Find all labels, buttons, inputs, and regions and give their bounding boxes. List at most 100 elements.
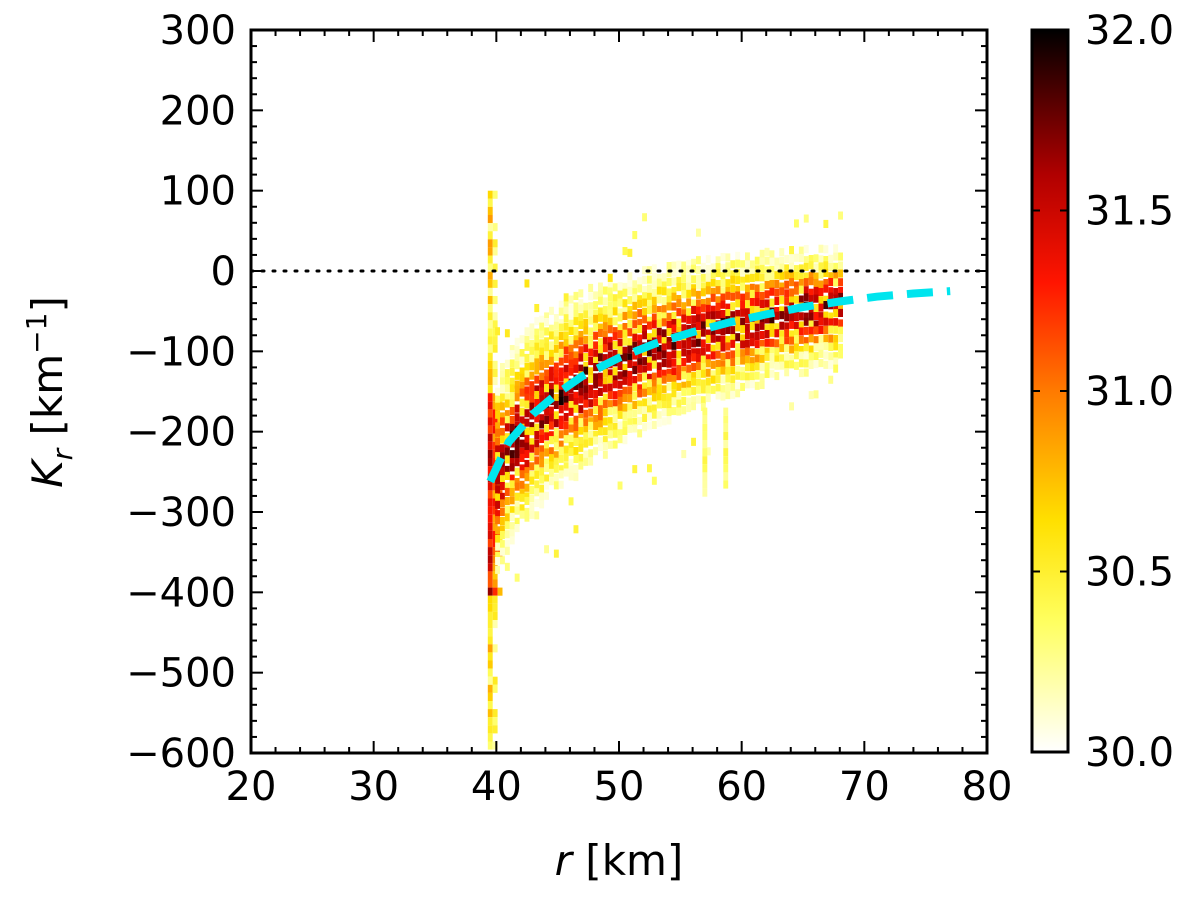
heatmap-cell <box>754 362 760 371</box>
heatmap-cell <box>710 344 716 353</box>
heatmap-cell <box>686 349 692 358</box>
heatmap-cell <box>622 412 628 421</box>
heatmap-cell <box>504 471 510 480</box>
heatmap-cell <box>803 317 809 326</box>
heatmap-cell <box>710 287 716 296</box>
heatmap-cell <box>696 338 701 347</box>
heatmap-cell <box>495 445 500 454</box>
heatmap-cell <box>833 334 839 343</box>
heatmap-cell <box>671 358 677 367</box>
heatmap-cell <box>642 372 647 381</box>
heatmap-cell <box>593 341 598 350</box>
heatmap-cell <box>487 660 493 669</box>
heatmap-cell <box>681 396 687 405</box>
heatmap-cell <box>779 336 785 345</box>
heatmap-cell <box>789 296 794 305</box>
heatmap-cell <box>681 309 687 318</box>
heatmap-cell <box>723 448 729 457</box>
heatmap-cell <box>583 335 589 344</box>
heatmap-cell <box>519 510 525 519</box>
heatmap-cell <box>764 273 770 282</box>
heatmap-cell <box>833 357 839 366</box>
heatmap-cell <box>487 287 493 296</box>
heatmap-cell <box>593 447 598 456</box>
heatmap-cell <box>509 423 515 432</box>
heatmap-cell <box>524 459 530 468</box>
heatmap-cell <box>794 286 799 295</box>
heatmap-cell <box>617 421 623 430</box>
heatmap-cell <box>779 256 785 265</box>
heatmap-cell <box>700 328 706 337</box>
heatmap-cell <box>544 491 549 500</box>
heatmap-cell <box>671 350 677 359</box>
heatmap-cell <box>637 295 643 304</box>
heatmap-cell <box>764 330 770 339</box>
heatmap-cell <box>789 360 794 369</box>
heatmap-cell <box>487 563 493 572</box>
heatmap-cell <box>725 303 731 312</box>
heatmap-cell <box>838 269 843 278</box>
heatmap-cell <box>735 343 741 352</box>
heatmap-cell <box>632 424 638 433</box>
heatmap-cell <box>578 337 584 346</box>
heatmap-cell <box>656 377 662 386</box>
heatmap-cell <box>813 278 819 287</box>
heatmap-cell <box>627 377 633 386</box>
heatmap-cell <box>651 288 657 297</box>
heatmap-cell <box>745 274 750 283</box>
heatmap-cell <box>784 289 790 298</box>
heatmap-cell <box>509 350 515 359</box>
heatmap-cell <box>774 271 780 280</box>
heatmap-cell <box>818 288 824 297</box>
heatmap-cell <box>681 290 687 299</box>
heatmap-cell <box>568 359 574 368</box>
heatmap-cell <box>524 492 530 501</box>
heatmap-cell <box>607 287 613 296</box>
x-tick-label: 70 <box>839 764 890 810</box>
heatmap-cell <box>583 409 589 418</box>
heatmap-cell <box>487 571 493 580</box>
heatmap-cell <box>509 416 515 425</box>
heatmap-cell <box>794 329 799 338</box>
heatmap-cell <box>666 401 672 410</box>
heatmap-cell <box>823 295 829 304</box>
heatmap-cell <box>749 338 755 347</box>
heatmap-cell <box>514 371 520 380</box>
heatmap-cell <box>598 345 603 354</box>
heatmap-cell <box>784 264 790 273</box>
heatmap-cell <box>647 421 652 430</box>
heatmap-cell <box>524 400 530 409</box>
heatmap-cell <box>568 295 574 304</box>
heatmap-cell <box>617 346 623 355</box>
heatmap-cell <box>651 345 657 354</box>
heatmap-cell <box>784 344 790 353</box>
heatmap-cell <box>764 362 770 371</box>
heatmap-cell <box>710 305 716 314</box>
heatmap-cell <box>617 324 623 333</box>
heatmap-cell <box>725 262 731 271</box>
heatmap-cell <box>803 256 809 265</box>
heatmap-cell <box>818 359 824 368</box>
heatmap-cell <box>774 323 780 332</box>
heatmap-cell <box>808 320 814 329</box>
heatmap-cell <box>779 330 785 339</box>
heatmap-cell <box>808 345 814 354</box>
heatmap-cell <box>823 284 829 293</box>
heatmap-cell <box>558 470 564 479</box>
heatmap-cell <box>563 468 569 477</box>
heatmap-cell <box>578 299 584 308</box>
heatmap-cell <box>828 352 834 361</box>
heatmap-cell <box>578 321 584 330</box>
heatmap-cell <box>833 278 839 287</box>
heatmap-cell <box>549 366 554 375</box>
heatmap-cell <box>524 450 530 459</box>
heatmap-cell <box>700 355 706 364</box>
heatmap-cell <box>798 295 804 304</box>
heatmap-cell <box>509 506 515 515</box>
heatmap-cell <box>720 385 726 394</box>
heatmap-cell <box>725 359 731 368</box>
x-tick-label: 60 <box>716 764 767 810</box>
heatmap-cell <box>740 372 745 381</box>
heatmap-cell <box>745 308 750 317</box>
heatmap-cell <box>558 440 564 449</box>
